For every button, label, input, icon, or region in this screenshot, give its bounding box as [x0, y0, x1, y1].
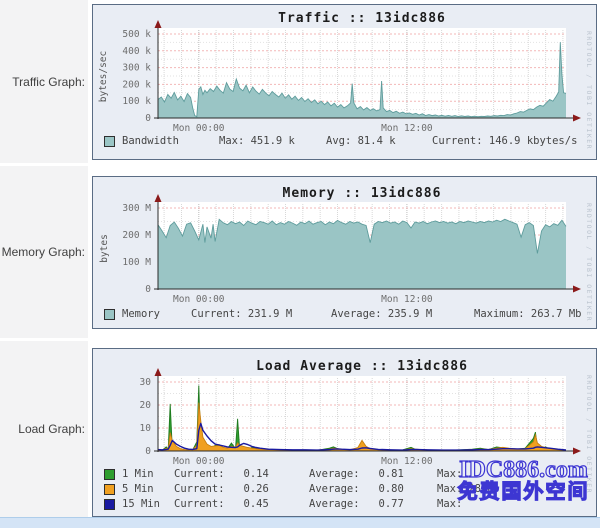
traffic-graph-title: Traffic :: 13idc886 [278, 11, 446, 26]
memory-y-axis-label: bytes [98, 234, 110, 263]
load-graph-row-label-cell: Load Graph: [0, 341, 88, 517]
svg-text:300 k: 300 k [122, 63, 151, 74]
legend-average: Average: 0.81 [309, 468, 404, 480]
legend-avg: Avg: 81.4 k [326, 135, 396, 147]
memory-graph-title: Memory :: 13idc886 [282, 186, 442, 201]
traffic-graph-row-label-cell: Traffic Graph: [0, 0, 88, 163]
graph-canvas: 0 100 k 200 k 300 k 400 k 500 k Mon 00:00 Mon 1… [122, 20, 581, 134]
memory-graph-label: Memory Graph: [1, 245, 85, 259]
legend-max-value: 28.0 [468, 483, 494, 495]
legend-series-name: 5 Min [122, 483, 154, 495]
memory-graph-panel[interactable]: 0 100 M 200 M 300 M Mon 00:00 Mon 12:00 Memor… [92, 176, 597, 329]
svg-text:100 k: 100 k [122, 96, 151, 107]
legend-current: Current: 146.9 kbytes/s [432, 135, 578, 147]
graph-canvas: 0 100 M 200 M 300 M Mon 00:00 Mon 12:00 [122, 194, 581, 305]
svg-text:200 M: 200 M [122, 230, 151, 241]
bottom-divider-strip [0, 517, 600, 528]
svg-text:20: 20 [140, 400, 152, 411]
legend-current: Current: 231.9 M [191, 308, 293, 320]
svg-text:Mon 00:00: Mon 00:00 [173, 456, 225, 467]
load-1min-swatch-icon [104, 468, 115, 480]
load-graph-panel[interactable]: 0 10 20 30 Mon 00:00 Mon 12:00 Load Average :… [92, 348, 597, 517]
svg-text:Mon 00:00: Mon 00:00 [173, 123, 225, 134]
svg-text:300 M: 300 M [122, 203, 151, 214]
legend-series-name: 15 Min [122, 498, 160, 510]
legend-max: Max: 451.9 k [219, 135, 295, 147]
rrdtool-watermark: RRDTOOL / TOBI OETIKER [585, 375, 593, 495]
legend-current: Current: 0.26 [174, 483, 269, 495]
svg-text:200 k: 200 k [122, 79, 151, 90]
svg-text:Mon 00:00: Mon 00:00 [173, 294, 225, 305]
svg-text:0: 0 [145, 446, 151, 457]
traffic-graph-label: Traffic Graph: [12, 74, 85, 89]
memory-swatch-icon [104, 308, 115, 320]
traffic-plot: 0 100 k 200 k 300 k 400 k 500 k Mon 00:00 Mon 1… [93, 5, 596, 159]
svg-text:400 k: 400 k [122, 46, 151, 57]
legend-average: Average: 235.9 M [331, 308, 433, 320]
rrdtool-watermark: RRDTOOL / TOBI OETIKER [585, 31, 593, 151]
legend-average: Average: 0.80 [309, 483, 404, 495]
load-graph-title: Load Average :: 13idc886 [256, 359, 468, 374]
svg-text:10: 10 [140, 423, 152, 434]
legend-max: Max: [437, 468, 463, 480]
bandwidth-swatch-icon [104, 135, 115, 147]
load-plot: 0 10 20 30 Mon 00:00 Mon 12:00 [93, 349, 596, 516]
traffic-y-axis-label: bytes/sec [98, 50, 110, 102]
legend-max: Max: [437, 483, 463, 495]
load-5min-swatch-icon [104, 483, 115, 495]
svg-text:30: 30 [140, 377, 152, 388]
svg-text:100 M: 100 M [122, 257, 151, 268]
svg-text:0: 0 [145, 113, 151, 124]
memory-plot: 0 100 M 200 M 300 M Mon 00:00 Mon 12:00 [93, 177, 596, 328]
svg-text:Mon 12:00: Mon 12:00 [381, 456, 433, 467]
load-legend-15min: 15 Min Current: 0.45 Average: 0.77 Max: [104, 498, 462, 510]
legend-current: Current: 0.45 [174, 498, 269, 510]
legend-max: Max: [437, 498, 463, 510]
memory-graph-row-label-cell: Memory Graph: [0, 166, 88, 338]
graph-canvas: 0 10 20 30 Mon 00:00 Mon 12:00 [140, 368, 581, 467]
traffic-legend: Bandwidth Max: 451.9 k Avg: 81.4 k Curre… [104, 135, 577, 147]
load-15min-swatch-icon [104, 498, 115, 510]
legend-series-name: Memory [122, 308, 160, 320]
legend-series-name: 1 Min [122, 468, 154, 480]
load-legend-5min: 5 Min Current: 0.26 Average: 0.80 Max: 2… [104, 483, 494, 495]
svg-text:Mon 12:00: Mon 12:00 [381, 123, 433, 134]
traffic-graph-panel[interactable]: 0 100 k 200 k 300 k 400 k 500 k Mon 00:00 Mon 1… [92, 4, 597, 160]
legend-series-name: Bandwidth [122, 135, 179, 147]
svg-text:Mon 12:00: Mon 12:00 [381, 294, 433, 305]
legend-current: Current: 0.14 [174, 468, 269, 480]
svg-text:0: 0 [145, 284, 151, 295]
legend-average: Average: 0.77 [309, 498, 404, 510]
load-graph-label: Load Graph: [18, 422, 85, 436]
rrdtool-watermark: RRDTOOL / TOBI OETIKER [585, 203, 593, 323]
legend-maximum: Maximum: 263.7 Mb [474, 308, 582, 320]
load-legend-1min: 1 Min Current: 0.14 Average: 0.81 Max: [104, 468, 462, 480]
svg-text:500 k: 500 k [122, 29, 151, 40]
memory-legend: Memory Current: 231.9 M Average: 235.9 M… [104, 308, 581, 320]
